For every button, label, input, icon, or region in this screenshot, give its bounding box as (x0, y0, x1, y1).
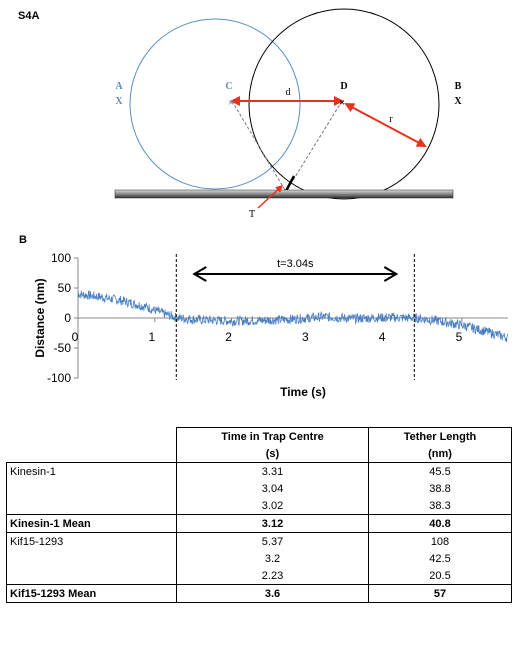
row-length-cell: 20.5 (368, 567, 512, 585)
header-cell-length: Tether Length (368, 427, 512, 445)
dashed-line-d (286, 100, 343, 191)
table-row: Kif15-1293 5.37 108 (6, 532, 512, 550)
cross-c: × (228, 97, 234, 109)
row-label-cell: Kinesin-1 (6, 462, 177, 480)
table-header-row: Time in Trap Centre Tether Length (6, 427, 512, 445)
x-tick-label: 1 (148, 330, 155, 344)
point-a-letter: A (115, 81, 123, 92)
row-time-cell: 3.6 (176, 584, 369, 603)
row-label-cell (6, 550, 177, 567)
cross-d: × (339, 97, 345, 109)
glass-surface (114, 189, 454, 199)
x-tick-label: 5 (456, 330, 463, 344)
units-cell-length: (nm) (368, 445, 512, 463)
table-row: 3.04 38.8 (6, 480, 512, 497)
distance-trace (77, 290, 509, 343)
table-row: Kinesin-1 Mean 3.12 40.8 (6, 514, 512, 533)
y-tick-label: 50 (58, 281, 72, 295)
row-label-cell (6, 567, 177, 585)
table-row: 3.2 42.5 (6, 550, 512, 567)
row-length-cell: 38.8 (368, 480, 512, 497)
y-axis-label: Distance (nm) (33, 278, 47, 357)
header-cell-time: Time in Trap Centre (176, 427, 369, 445)
panel-b-label: B (19, 234, 27, 246)
table-row: 2.23 20.5 (6, 567, 512, 585)
x-axis-label: Time (s) (280, 385, 326, 399)
results-table: Time in Trap Centre Tether Length (s) (n… (6, 427, 512, 603)
results-table-body: Time in Trap Centre Tether Length (s) (n… (6, 427, 512, 603)
series-group (77, 290, 509, 343)
duration-annotation: t=3.04s (277, 258, 314, 270)
optical-trap-diagram: × × A X C D B X d r T (114, 8, 462, 220)
row-length-cell: 45.5 (368, 462, 512, 480)
point-d-letter: D (340, 81, 347, 92)
x-tick-label: 4 (379, 330, 386, 344)
row-label-cell: Kinesin-1 Mean (6, 514, 177, 533)
panel-a-label: S4A (18, 10, 40, 22)
duration-arrow-left-head (192, 266, 207, 282)
annotation-group (175, 254, 415, 380)
y-tick-label: 100 (51, 251, 71, 265)
point-c-letter: C (225, 81, 232, 92)
x-tick-label: 0 (72, 330, 79, 344)
duration-arrow-right-head (383, 266, 399, 282)
row-time-cell: 3.12 (176, 514, 369, 533)
units-cell-label (6, 445, 177, 463)
point-b-letter: B (455, 81, 462, 92)
row-length-cell: 57 (368, 584, 512, 603)
row-label-cell: Kif15-1293 Mean (6, 584, 177, 603)
row-time-cell: 3.02 (176, 497, 369, 515)
row-time-cell: 5.37 (176, 532, 369, 550)
y-axis-label-group: Distance (nm) (33, 278, 47, 357)
row-length-cell: 42.5 (368, 550, 512, 567)
tether-t-arrow (257, 184, 284, 209)
dashed-line-c (231, 100, 286, 191)
point-b-mark: X (454, 96, 462, 107)
tether (284, 175, 296, 192)
radius-r-arrow (344, 103, 427, 147)
y-tick-label: -100 (47, 371, 71, 385)
row-length-cell: 40.8 (368, 514, 512, 533)
table-row: Kinesin-1 3.31 45.5 (6, 462, 512, 480)
x-tick-label: 3 (302, 330, 309, 344)
label-r: r (389, 114, 393, 125)
table-row: Kif15-1293 Mean 3.6 57 (6, 584, 512, 603)
y-tick-label: -50 (54, 341, 72, 355)
row-label-cell: Kif15-1293 (6, 532, 177, 550)
row-time-cell: 3.2 (176, 550, 369, 567)
bead-circle-blue (129, 18, 301, 190)
row-length-cell: 38.3 (368, 497, 512, 515)
row-label-cell (6, 480, 177, 497)
label-t: T (249, 209, 255, 220)
table-row: 3.02 38.3 (6, 497, 512, 515)
label-d: d (286, 87, 291, 98)
row-time-cell: 2.23 (176, 567, 369, 585)
units-cell-time: (s) (176, 445, 369, 463)
row-label-cell (6, 497, 177, 515)
header-cell-label (6, 427, 177, 445)
y-tick-label: 0 (64, 311, 71, 325)
x-tick-label: 2 (225, 330, 232, 344)
table-units-row: (s) (nm) (6, 445, 512, 463)
row-length-cell: 108 (368, 532, 512, 550)
point-a-mark: X (115, 96, 123, 107)
row-time-cell: 3.31 (176, 462, 369, 480)
row-time-cell: 3.04 (176, 480, 369, 497)
